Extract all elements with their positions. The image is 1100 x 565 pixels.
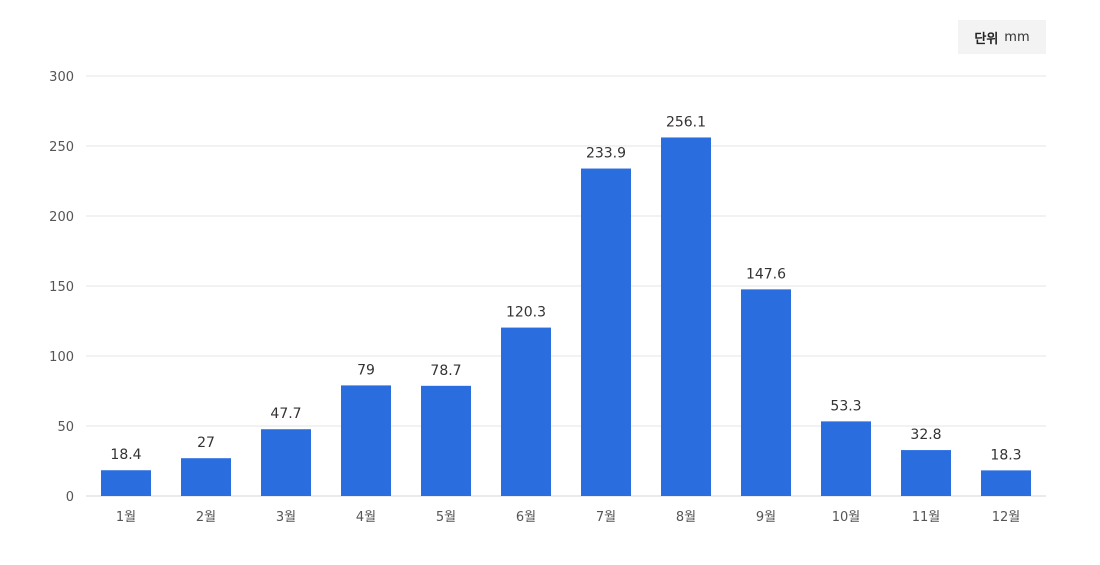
y-tick-label: 250 [49, 140, 74, 155]
x-tick-label: 1월 [116, 510, 136, 525]
x-tick-label: 5월 [436, 510, 456, 525]
data-label: 18.4 [110, 447, 141, 463]
grid-lines [86, 75, 1046, 497]
bar [901, 450, 951, 496]
data-label: 233.9 [586, 146, 626, 162]
bars [101, 137, 1031, 497]
bar [341, 385, 391, 496]
y-tick-label: 150 [49, 280, 74, 295]
x-tick-label: 2월 [196, 510, 216, 525]
bar [581, 168, 631, 497]
y-tick-label: 50 [57, 420, 74, 435]
data-label: 53.3 [830, 398, 861, 414]
x-tick-label: 11월 [912, 510, 941, 525]
x-axis-labels: 1월 2월 3월 4월 5월 6월 7월 8월 9월 10월 11월 12월 [116, 510, 1020, 525]
bar [101, 470, 151, 496]
y-tick-label: 300 [49, 70, 74, 85]
x-tick-label: 6월 [516, 510, 536, 525]
data-labels: 18.4 27 47.7 79 78.7 120.3 233.9 256.1 147.6 53.3… [110, 114, 1021, 463]
data-label: 79 [357, 362, 375, 378]
bar [661, 137, 711, 496]
x-tick-label: 7월 [596, 510, 616, 525]
bar [981, 470, 1031, 496]
data-label: 27 [197, 435, 215, 451]
data-label: 120.3 [506, 305, 546, 321]
x-tick-label: 10월 [832, 510, 861, 525]
bar [741, 289, 791, 496]
data-label: 78.7 [430, 363, 461, 379]
unit-value: mm [1004, 29, 1030, 45]
x-tick-label: 9월 [756, 510, 776, 525]
unit-badge: 단위 mm [958, 20, 1046, 54]
y-tick-label: 200 [49, 210, 74, 225]
x-tick-label: 8월 [676, 510, 696, 525]
bar [181, 458, 231, 496]
bar [421, 385, 471, 496]
data-label: 18.3 [990, 447, 1021, 463]
y-tick-label: 100 [49, 350, 74, 365]
x-tick-label: 4월 [356, 510, 376, 525]
data-label: 256.1 [666, 114, 706, 130]
data-label: 47.7 [270, 406, 301, 422]
data-label: 32.8 [910, 427, 941, 443]
data-label: 147.6 [746, 266, 786, 282]
x-tick-label: 12월 [992, 510, 1021, 525]
x-tick-label: 3월 [276, 510, 296, 525]
unit-label: 단위 [974, 31, 999, 47]
y-axis-ticks: 0 50 100 150 200 250 300 [49, 70, 74, 505]
bar [261, 429, 311, 496]
y-tick-label: 0 [66, 490, 74, 505]
bar [501, 327, 551, 496]
bar [821, 421, 871, 496]
